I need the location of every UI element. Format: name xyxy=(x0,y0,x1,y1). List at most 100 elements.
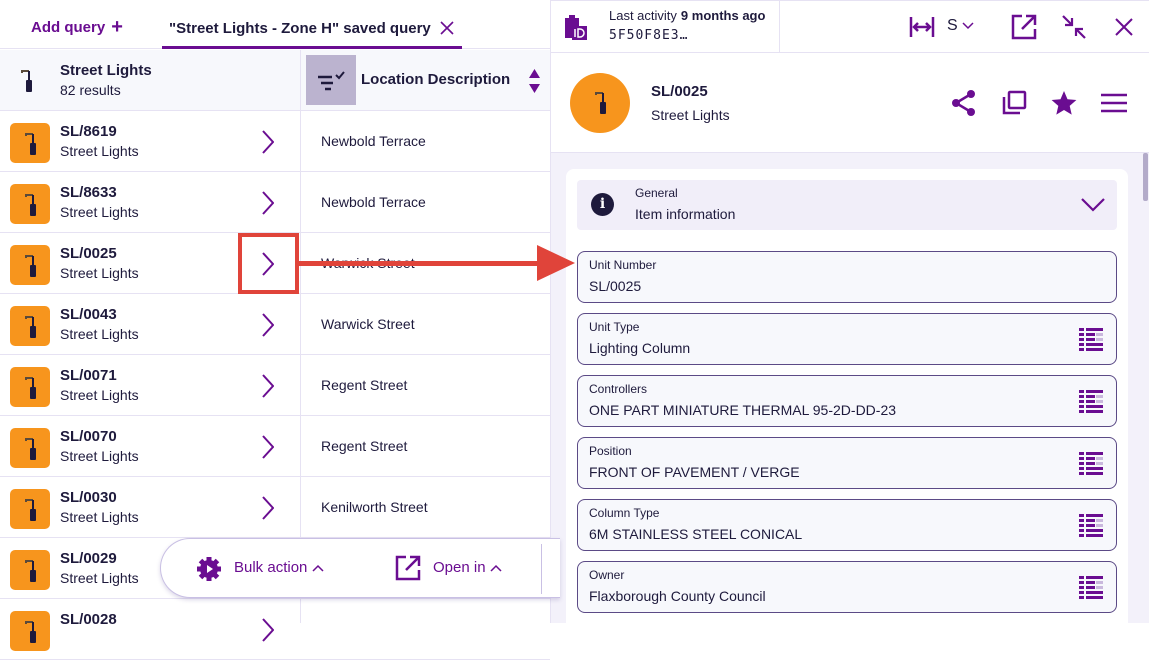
row-type: Street Lights xyxy=(60,448,139,464)
list-icon[interactable] xyxy=(1079,451,1103,475)
add-query-label: Add query xyxy=(31,19,106,36)
tab-label: "Street Lights - Zone H" saved query xyxy=(169,20,431,37)
divider xyxy=(779,1,780,53)
field-label: Position xyxy=(589,444,632,458)
detail-panel: Last activity 9 months ago 5F50F8E3… S SL… xyxy=(550,0,1149,639)
chevron-right-icon[interactable] xyxy=(262,313,274,337)
results-panel: Add query + "Street Lights - Zone H" save… xyxy=(0,0,560,660)
collapse-icon[interactable] xyxy=(1061,14,1087,40)
clipboard-id-icon xyxy=(565,15,587,40)
row-id: SL/0029 xyxy=(60,550,117,567)
list-icon[interactable] xyxy=(1079,327,1103,351)
chevron-right-icon[interactable] xyxy=(262,496,274,520)
row-location: Warwick Street xyxy=(321,316,415,332)
close-tab-icon[interactable] xyxy=(440,21,454,35)
row-id: SL/0028 xyxy=(60,611,117,628)
section-title: Item information xyxy=(635,206,736,222)
star-icon[interactable] xyxy=(1051,90,1077,116)
row-id: SL/0070 xyxy=(60,428,117,445)
section-general[interactable]: i General Item information xyxy=(577,180,1117,230)
field-unit-type[interactable]: Unit Type Lighting Column xyxy=(577,313,1117,365)
fit-width-icon[interactable] xyxy=(909,16,935,38)
chevron-right-icon[interactable] xyxy=(262,435,274,459)
record-hash: 5F50F8E3… xyxy=(609,28,689,43)
list-title: Street Lights xyxy=(60,62,152,79)
list-icon[interactable] xyxy=(1079,575,1103,599)
chevron-down-icon[interactable] xyxy=(1081,198,1105,212)
field-value: SL/0025 xyxy=(589,278,642,294)
street-light-icon xyxy=(10,123,50,163)
row-type: Street Lights xyxy=(60,326,139,342)
table-row[interactable]: SL/0029 Street Lights xyxy=(0,538,550,599)
table-row[interactable]: SL/0071 Street Lights Regent Street xyxy=(0,355,550,416)
list-icon[interactable] xyxy=(1079,513,1103,537)
table-row[interactable]: SL/8619 Street Lights Newbold Terrace xyxy=(0,111,550,172)
table-row[interactable]: SL/0030 Street Lights Kenilworth Street xyxy=(0,477,550,538)
copy-icon[interactable] xyxy=(1001,90,1027,116)
size-value: S xyxy=(947,17,958,34)
query-tabs: Add query + "Street Lights - Zone H" save… xyxy=(0,0,550,49)
row-location: Regent Street xyxy=(321,438,408,454)
result-count: 82 results xyxy=(60,82,121,98)
field-label: Controllers xyxy=(589,382,648,396)
chevron-up-icon xyxy=(312,564,324,572)
field-owner[interactable]: Owner Flaxborough County Council xyxy=(577,561,1117,613)
close-icon[interactable] xyxy=(1114,17,1134,37)
row-type: Street Lights xyxy=(60,570,139,586)
table-row[interactable]: SL/0028 xyxy=(0,599,550,660)
item-info-card: i General Item information Unit Number S… xyxy=(566,169,1128,639)
table-row[interactable]: SL/0070 Street Lights Regent Street xyxy=(0,416,550,477)
street-light-icon xyxy=(594,90,606,114)
add-query-button[interactable]: Add query + xyxy=(31,15,123,38)
chevron-right-icon[interactable] xyxy=(262,374,274,398)
field-controllers[interactable]: Controllers ONE PART MINIATURE THERMAL 9… xyxy=(577,375,1117,427)
list-icon[interactable] xyxy=(1079,389,1103,413)
menu-icon[interactable] xyxy=(1101,93,1127,113)
bulk-action-bar: Bulk action Open in xyxy=(160,538,560,598)
open-in-button[interactable]: Open in xyxy=(433,559,502,576)
field-label: Column Type xyxy=(589,506,660,520)
share-icon[interactable] xyxy=(951,90,977,116)
chevron-right-icon[interactable] xyxy=(262,191,274,215)
open-in-label: Open in xyxy=(433,559,486,576)
list-header: Street Lights 82 results Location Descri… xyxy=(0,50,550,111)
street-light-icon xyxy=(10,611,50,651)
annotation-arrowhead xyxy=(537,245,575,281)
bulk-action-button[interactable]: Bulk action xyxy=(234,559,324,576)
row-location: Newbold Terrace xyxy=(321,133,426,149)
filter-icon xyxy=(318,71,345,91)
field-column-type[interactable]: Column Type 6M STAINLESS STEEL CONICAL xyxy=(577,499,1117,551)
field-unit-number[interactable]: Unit Number SL/0025 xyxy=(577,251,1117,303)
field-position[interactable]: Position FRONT OF PAVEMENT / VERGE xyxy=(577,437,1117,489)
last-activity-value: 9 months ago xyxy=(680,8,766,23)
row-type: Street Lights xyxy=(60,204,139,220)
row-id: SL/8619 xyxy=(60,123,117,140)
sort-icon[interactable] xyxy=(528,68,541,94)
bulk-action-label: Bulk action xyxy=(234,559,308,576)
street-light-icon xyxy=(10,184,50,224)
row-location: Kenilworth Street xyxy=(321,499,428,515)
column-header-location[interactable]: Location Description xyxy=(361,71,511,88)
column-divider xyxy=(300,50,301,623)
open-external-icon[interactable] xyxy=(1011,14,1037,40)
street-light-icon xyxy=(20,68,32,92)
row-type: Street Lights xyxy=(60,143,139,159)
filter-button[interactable] xyxy=(306,55,356,105)
chevron-right-icon[interactable] xyxy=(262,618,274,642)
annotation-arrow xyxy=(299,261,539,266)
item-avatar xyxy=(570,73,630,133)
size-select[interactable]: S xyxy=(947,17,974,35)
field-value: 6M STAINLESS STEEL CONICAL xyxy=(589,526,803,542)
item-type: Street Lights xyxy=(651,107,730,123)
table-row[interactable]: SL/0043 Street Lights Warwick Street xyxy=(0,294,550,355)
row-id: SL/0030 xyxy=(60,489,117,506)
section-label: General xyxy=(635,186,678,200)
street-light-icon xyxy=(10,489,50,529)
scrollbar[interactable] xyxy=(1143,153,1148,201)
street-light-icon xyxy=(10,367,50,407)
detail-toolbar: Last activity 9 months ago 5F50F8E3… S xyxy=(551,1,1149,53)
table-row[interactable]: SL/8633 Street Lights Newbold Terrace xyxy=(0,172,550,233)
field-label: Owner xyxy=(589,568,625,582)
chevron-right-icon[interactable] xyxy=(262,130,274,154)
tab-saved-query[interactable]: "Street Lights - Zone H" saved query xyxy=(162,0,462,49)
